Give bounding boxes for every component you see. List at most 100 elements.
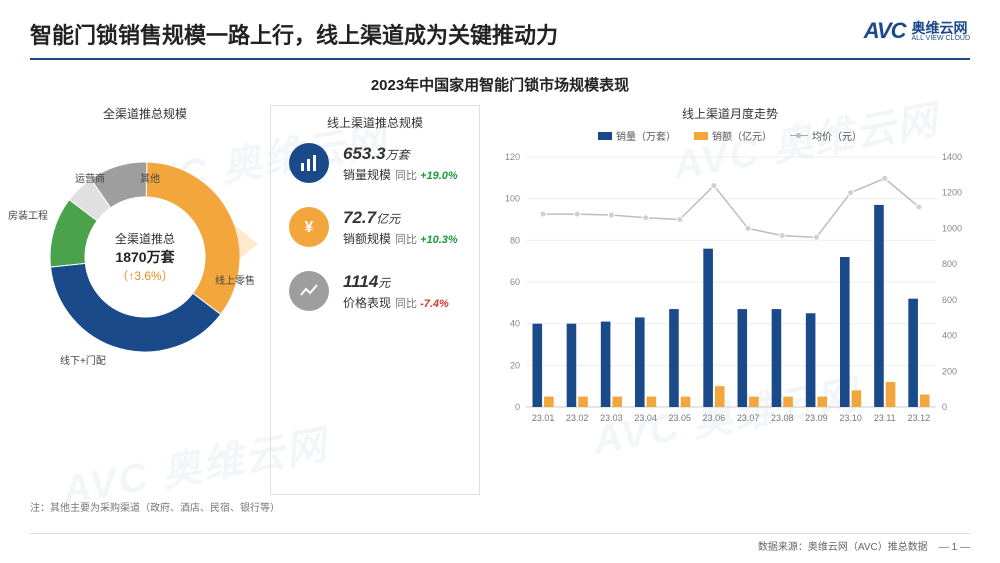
metric-label: 销量规模	[343, 168, 391, 182]
bar-revenue	[681, 397, 691, 407]
metric-icon	[289, 271, 329, 311]
combo-chart: 0204060801001200200400600800100012001400…	[490, 147, 970, 467]
page-title: 智能门锁销售规模一路上行，线上渠道成为关键推动力	[30, 18, 558, 50]
footer-source: 数据来源：奥维云网（AVC）推总数据	[758, 542, 928, 553]
donut-segment-label: 房装工程	[8, 207, 48, 222]
metric-yoy-label: 同比	[395, 234, 417, 246]
header: 智能门锁销售规模一路上行，线上渠道成为关键推动力 AVC 奥维云网 ALL VI…	[30, 18, 970, 60]
svg-text:23.01: 23.01	[532, 413, 555, 423]
svg-text:1000: 1000	[942, 223, 962, 233]
bar-volume	[772, 309, 782, 407]
footer-right: 数据来源：奥维云网（AVC）推总数据 — 1 —	[758, 538, 970, 553]
svg-text:80: 80	[510, 235, 520, 245]
metric-value: 72.7	[343, 208, 376, 227]
bar-revenue	[544, 397, 554, 407]
metric-card: 1114元价格表现同比 -7.4%	[275, 265, 475, 329]
panel-total-channel: 全渠道推总规模 全渠道推总 1870万套 （↑3.6%） 线上零售线下+门配房装…	[30, 105, 260, 495]
slide-root: AVC 奥维云网 AVC 奥维云网 AVC 奥维云网 AVC 奥维云网 智能门锁…	[0, 0, 1000, 563]
svg-text:23.04: 23.04	[634, 413, 657, 423]
bar-revenue	[817, 397, 827, 407]
footer: 数据来源：奥维云网（AVC）推总数据 — 1 —	[30, 533, 970, 553]
panel1-footnote: 注：其他主要为采购渠道（政府、酒店、民宿、银行等）	[30, 499, 970, 514]
svg-text:400: 400	[942, 331, 957, 341]
metric-label: 销额规模	[343, 232, 391, 246]
panels: 全渠道推总规模 全渠道推总 1870万套 （↑3.6%） 线上零售线下+门配房装…	[30, 105, 970, 495]
svg-text:23.09: 23.09	[805, 413, 828, 423]
metric-label: 价格表现	[343, 296, 391, 310]
svg-text:0: 0	[515, 402, 520, 412]
line-marker	[882, 175, 888, 181]
bar-volume	[874, 205, 884, 407]
svg-text:1400: 1400	[942, 152, 962, 162]
line-marker	[677, 217, 683, 223]
panel1-title: 全渠道推总规模	[30, 105, 260, 122]
line-marker	[813, 234, 819, 240]
bar-volume	[806, 313, 816, 407]
line-marker	[540, 211, 546, 217]
line-marker	[711, 183, 717, 189]
svg-text:¥: ¥	[305, 219, 314, 236]
metric-yoy-label: 同比	[395, 298, 417, 310]
svg-text:23.11: 23.11	[874, 413, 896, 423]
panel-monthly-trend: 线上渠道月度走势 销量（万套） 销额（亿元） 均价（元） 02040608010…	[490, 105, 970, 495]
bar-volume	[601, 322, 611, 407]
legend-bar2: 销额（亿元）	[694, 128, 772, 143]
bar-volume	[703, 249, 713, 407]
line-marker	[916, 204, 922, 210]
bar-revenue	[886, 382, 896, 407]
donut-segment-label: 其他	[140, 170, 160, 185]
line-marker	[779, 233, 785, 239]
metric-icon: ¥	[289, 207, 329, 247]
bar-volume	[840, 257, 850, 407]
legend-line-swatch	[790, 135, 808, 136]
slide-subtitle: 2023年中国家用智能门锁市场规模表现	[30, 74, 970, 95]
svg-text:60: 60	[510, 277, 520, 287]
combo-legend: 销量（万套） 销额（亿元） 均价（元）	[490, 128, 970, 143]
metric-unit: 亿元	[376, 212, 400, 226]
svg-text:23.12: 23.12	[908, 413, 931, 423]
legend-bar1: 销量（万套）	[598, 128, 676, 143]
bar-revenue	[783, 397, 793, 407]
bar-revenue	[647, 397, 657, 407]
legend-bar1-label: 销量（万套）	[616, 128, 676, 143]
svg-text:0: 0	[942, 402, 947, 412]
logo-mark: AVC	[864, 18, 906, 44]
metrics-list: 653.3万套销量规模同比 +19.0%¥72.7亿元销额规模同比 +10.3%…	[275, 137, 475, 329]
bar-volume	[669, 309, 679, 407]
svg-text:23.06: 23.06	[703, 413, 726, 423]
metric-yoy-label: 同比	[395, 170, 417, 182]
bar-volume	[908, 299, 918, 407]
donut-center-line2: 1870万套 （↑3.6%）	[93, 247, 198, 284]
donut-segment-label: 线上零售	[215, 272, 255, 287]
metric-yoy: +10.3%	[420, 234, 458, 246]
logo-en: ALL VIEW CLOUD	[912, 35, 970, 42]
donut-center-line1: 全渠道推总	[93, 230, 198, 247]
bar-volume	[567, 324, 577, 407]
legend-bar2-label: 销额（亿元）	[712, 128, 772, 143]
legend-line: 均价（元）	[790, 128, 862, 143]
donut-center-value: 1870万套	[115, 249, 174, 265]
bar-revenue	[612, 397, 622, 407]
metric-yoy: +19.0%	[420, 170, 458, 182]
highlight-arrow-icon	[228, 220, 258, 268]
bar-volume	[532, 324, 542, 407]
line-marker	[848, 190, 854, 196]
metric-unit: 万套	[386, 148, 410, 162]
line-marker	[608, 212, 614, 218]
svg-text:20: 20	[510, 360, 520, 370]
bar-revenue	[578, 397, 588, 407]
panel2-title: 线上渠道推总规模	[275, 114, 475, 131]
metric-value: 1114	[343, 272, 378, 291]
svg-text:23.07: 23.07	[737, 413, 760, 423]
line-marker	[745, 225, 751, 231]
svg-text:600: 600	[942, 295, 957, 305]
line-marker	[643, 215, 649, 221]
brand-logo: AVC 奥维云网 ALL VIEW CLOUD	[864, 18, 970, 44]
donut-center-pct: （↑3.6%）	[116, 269, 173, 283]
svg-text:23.03: 23.03	[600, 413, 623, 423]
bar-volume	[737, 309, 747, 407]
svg-text:200: 200	[942, 366, 957, 376]
bar-volume	[635, 317, 645, 407]
metric-card: ¥72.7亿元销额规模同比 +10.3%	[275, 201, 475, 265]
svg-text:23.05: 23.05	[668, 413, 691, 423]
